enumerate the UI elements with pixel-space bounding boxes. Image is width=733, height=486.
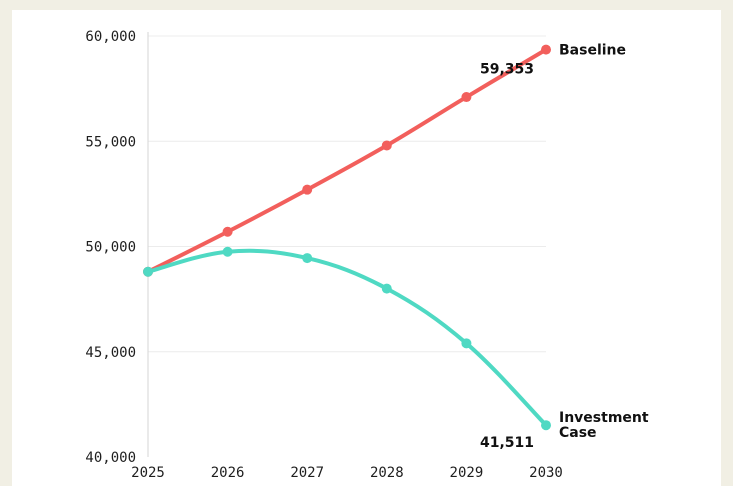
investment-case-end-value-label: 41,511 xyxy=(480,435,534,451)
baseline-point xyxy=(541,44,551,55)
baseline-point xyxy=(222,226,233,237)
y-tick-label: 60,000 xyxy=(85,29,136,45)
investment-case-line xyxy=(146,248,548,428)
investment-case-point xyxy=(143,266,153,277)
y-tick-label: 40,000 xyxy=(85,450,136,466)
baseline-line xyxy=(146,47,548,274)
labels: 59,353 Baseline 41,511 Investment Case xyxy=(480,43,649,452)
baseline-series-label: Baseline xyxy=(559,43,626,59)
y-tick-label: 45,000 xyxy=(85,345,136,361)
baseline-series-label-line: Baseline xyxy=(559,43,626,59)
series-lines xyxy=(143,44,551,431)
baseline-end-value-label: 59,353 xyxy=(480,62,534,78)
x-tick-label: 2026 xyxy=(211,465,245,481)
investment-case-series-label: Investment Case xyxy=(559,410,649,441)
baseline-point xyxy=(461,92,472,103)
y-tick-label: 55,000 xyxy=(85,134,136,150)
investment-case-point xyxy=(461,338,472,349)
x-tick-label: 2027 xyxy=(290,465,324,481)
axes: 40,000 45,000 50,000 55,000 60,000 2025 2026 20… xyxy=(85,29,562,481)
x-tick-label: 2025 xyxy=(131,465,165,481)
investment-case-point xyxy=(541,420,551,431)
x-tick-label: 2030 xyxy=(529,465,563,481)
baseline-point xyxy=(381,140,392,151)
gridlines xyxy=(148,35,546,353)
x-tick-label: 2029 xyxy=(450,465,484,481)
y-tick-label: 50,000 xyxy=(85,240,136,256)
baseline-point xyxy=(302,184,313,195)
investment-case-series-label-line: Investment xyxy=(559,410,649,426)
chart-panel: 40,000 45,000 50,000 55,000 60,000 2025 2026 20… xyxy=(12,10,721,486)
x-tick-label: 2028 xyxy=(370,465,404,481)
line-chart: 40,000 45,000 50,000 55,000 60,000 2025 2026 20… xyxy=(85,29,649,481)
investment-case-point xyxy=(302,253,313,264)
investment-case-point xyxy=(381,283,392,294)
investment-case-series-label-line: Case xyxy=(559,425,597,441)
investment-case-point xyxy=(222,246,233,257)
